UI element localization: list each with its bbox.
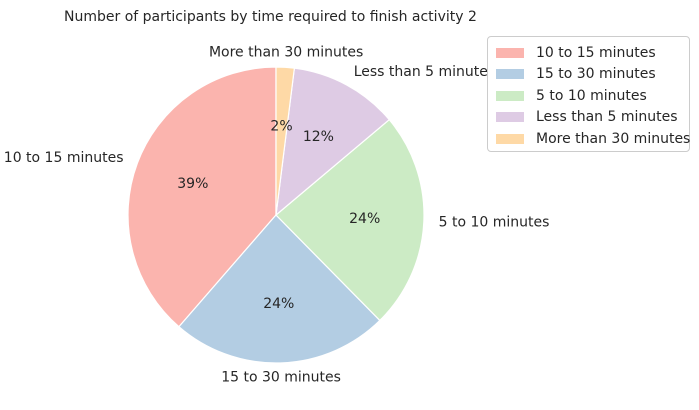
legend-label-1: 15 to 30 minutes: [536, 66, 656, 83]
legend-label-2: 5 to 10 minutes: [536, 87, 647, 104]
legend-item-4: More than 30 minutes: [496, 128, 690, 150]
legend-item-1: 15 to 30 minutes: [496, 64, 681, 86]
legend-item-2: 5 to 10 minutes: [496, 85, 681, 107]
pie-slices: [127, 66, 425, 364]
pie-slice-1: [178, 214, 381, 364]
legend-swatch-0: [496, 47, 524, 58]
pie-slice-2: [275, 118, 425, 322]
pie-labels: 39% 10 to 15 minutes 24% 15 to 30 minutes 24…: [4, 45, 550, 386]
pct-label-0: 39%: [177, 176, 208, 192]
legend-swatch-4: [496, 133, 524, 144]
legend-swatch-2: [496, 90, 524, 101]
pct-label-2: 24%: [349, 211, 380, 227]
legend-label-3: Less than 5 minutes: [536, 109, 678, 126]
slice-label-2: 5 to 10 minutes: [439, 215, 550, 231]
pct-label-4: 2%: [270, 118, 292, 134]
pct-label-3: 12%: [303, 129, 334, 145]
pct-label-1: 24%: [263, 296, 294, 312]
legend-item-3: Less than 5 minutes: [496, 107, 681, 129]
legend-label-4: More than 30 minutes: [536, 130, 691, 147]
slice-label-0: 10 to 15 minutes: [4, 150, 124, 166]
legend-label-0: 10 to 15 minutes: [536, 44, 656, 61]
pie-slice-3: [275, 67, 391, 217]
legend-swatch-3: [496, 112, 524, 123]
slice-label-1: 15 to 30 minutes: [221, 370, 341, 386]
chart-legend: 10 to 15 minutes 15 to 30 minutes 5 to 10 …: [487, 36, 690, 152]
pie-slice-0: [127, 66, 277, 328]
legend-swatch-1: [496, 69, 524, 80]
slice-label-3: Less than 5 minutes: [354, 64, 496, 80]
pie-slice-4: [275, 66, 296, 216]
slice-label-4: More than 30 minutes: [209, 45, 363, 61]
legend-item-0: 10 to 15 minutes: [496, 42, 681, 64]
chart-title: Number of participants by time required …: [64, 9, 477, 25]
